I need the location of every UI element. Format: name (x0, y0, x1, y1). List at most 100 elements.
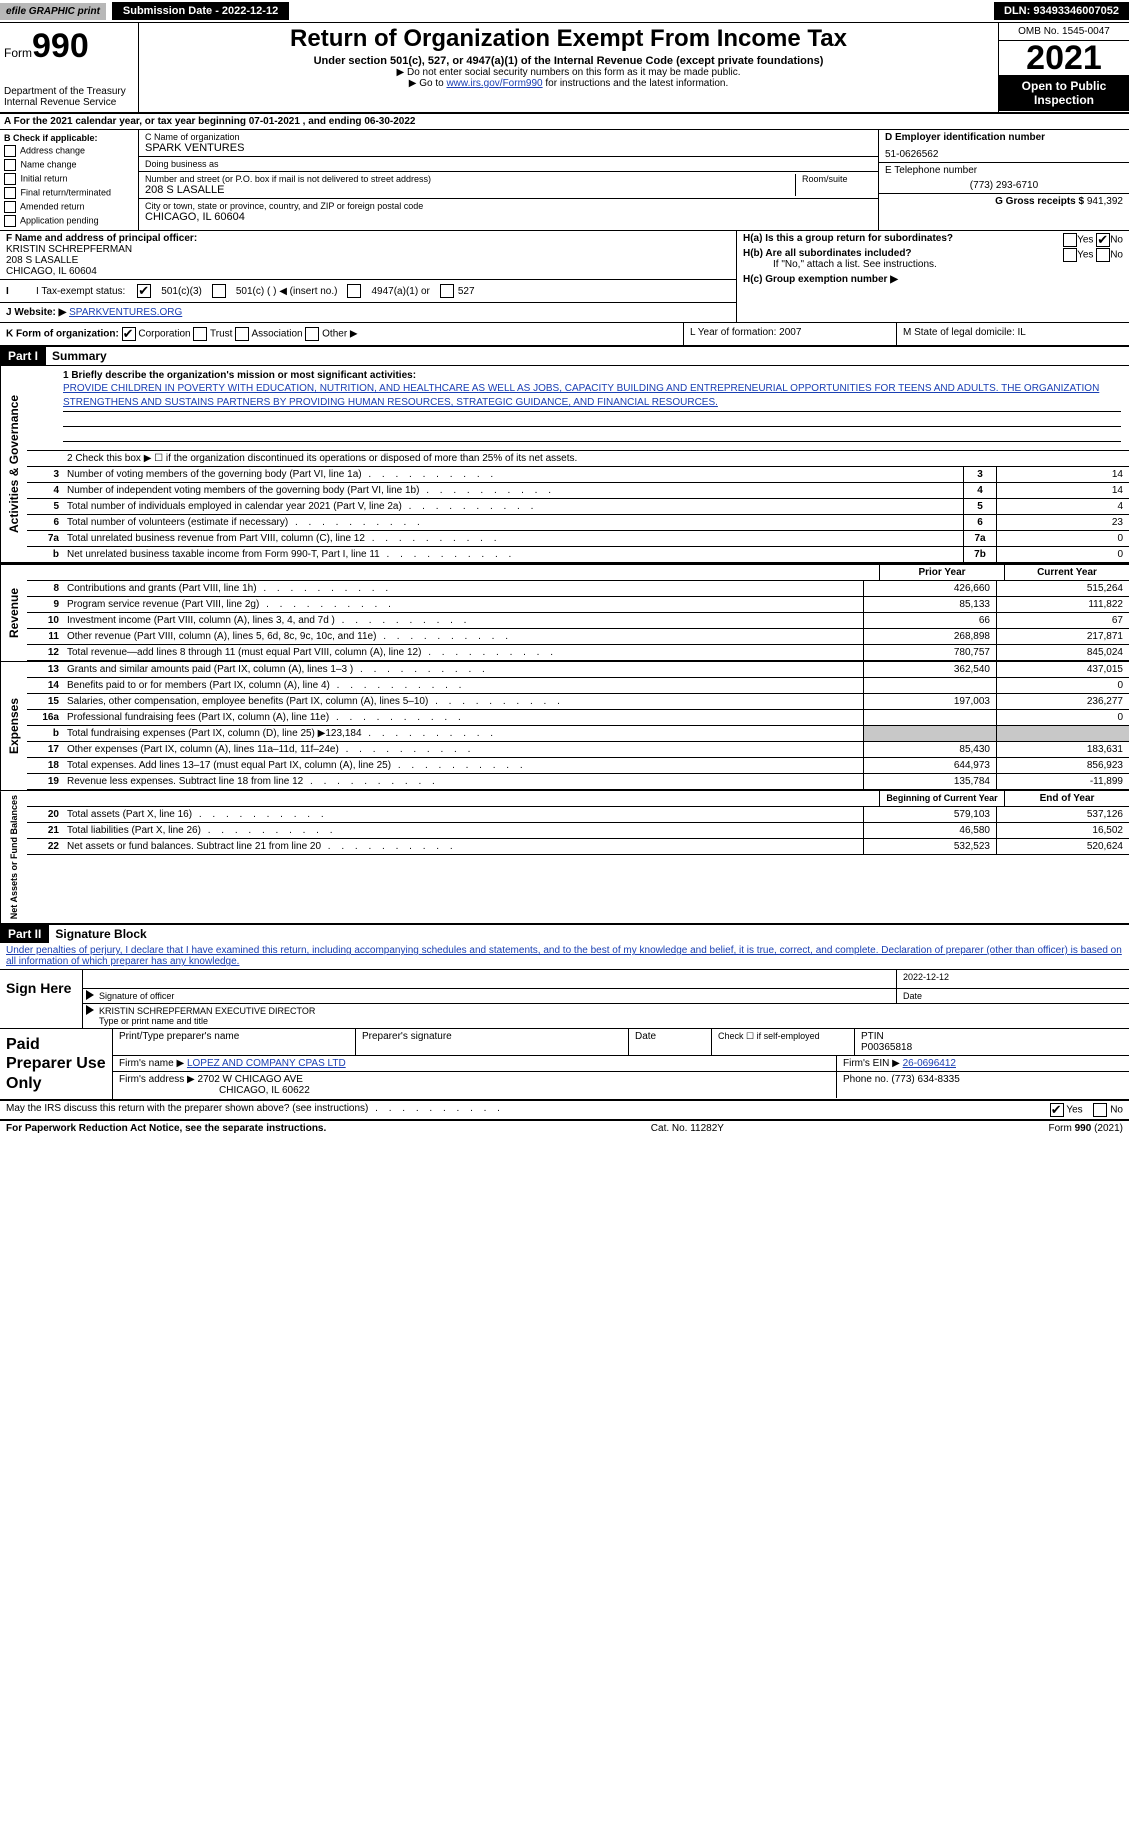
form-label: Form (4, 46, 32, 60)
hb-yes[interactable] (1063, 248, 1077, 262)
chk-corp[interactable] (122, 327, 136, 341)
vtab-revenue: Revenue (0, 565, 27, 661)
subtitle-2: ▶ Do not enter social security numbers o… (147, 67, 990, 78)
ein-label: D Employer identification number (885, 132, 1123, 143)
chk-app-pending[interactable]: Application pending (4, 214, 134, 228)
street-address: 208 S LASALLE (145, 184, 789, 196)
firm-name-label: Firm's name ▶ (119, 1058, 184, 1069)
tax-year: 2021 (999, 41, 1129, 75)
table-row: 4Number of independent voting members of… (27, 483, 1129, 499)
firm-addr2: CHICAGO, IL 60622 (119, 1085, 310, 1096)
chk-527[interactable] (440, 284, 454, 298)
preparer-name-label: Print/Type preparer's name (113, 1029, 356, 1055)
revenue-section: Prior Year Current Year 8Contributions a… (27, 565, 1129, 661)
rev-header: Prior Year Current Year (27, 565, 1129, 581)
chk-501c3[interactable] (137, 284, 151, 298)
submission-date-button[interactable]: Submission Date - 2022-12-12 (112, 2, 289, 20)
row-a: A For the 2021 calendar year, or tax yea… (0, 114, 1129, 130)
declaration-text[interactable]: Under penalties of perjury, I declare th… (6, 945, 1122, 967)
chk-amended[interactable]: Amended return (4, 200, 134, 214)
city-label: City or town, state or province, country… (145, 201, 872, 211)
ptin-label: PTIN (861, 1031, 884, 1042)
table-row: 7aTotal unrelated business revenue from … (27, 531, 1129, 547)
subtitle-3: ▶ Go to www.irs.gov/Form990 for instruct… (147, 78, 990, 89)
may-irs-no[interactable] (1093, 1103, 1107, 1117)
ha-no[interactable] (1096, 233, 1110, 247)
net-header: Beginning of Current Year End of Year (27, 791, 1129, 807)
form-header: Form990 Department of the Treasury Inter… (0, 23, 1129, 114)
firm-addr-label: Firm's address ▶ (119, 1074, 195, 1085)
firm-ein[interactable]: 26-0696412 (903, 1058, 956, 1069)
tax-exempt-label: I Tax-exempt status: (36, 286, 125, 297)
table-row: 13Grants and similar amounts paid (Part … (27, 662, 1129, 678)
chk-address-change[interactable]: Address change (4, 144, 134, 158)
footer: For Paperwork Reduction Act Notice, see … (0, 1121, 1129, 1136)
pra-notice: For Paperwork Reduction Act Notice, see … (6, 1123, 326, 1134)
preparer-sig-label: Preparer's signature (356, 1029, 629, 1055)
sig-date-label: Date (896, 989, 1129, 1003)
block-bcd: B Check if applicable: Address change Na… (0, 130, 1129, 231)
sig-date-value: 2022-12-12 (896, 970, 1129, 988)
room-label: Room/suite (802, 174, 872, 184)
expenses-section: 13Grants and similar amounts paid (Part … (27, 662, 1129, 790)
self-employed-check[interactable]: Check ☐ if self-employed (712, 1029, 855, 1055)
firm-name[interactable]: LOPEZ AND COMPANY CPAS LTD (187, 1058, 346, 1069)
mission-block: 1 Briefly describe the organization's mi… (27, 366, 1129, 451)
k-form-org: K Form of organization: Corporation Trus… (0, 323, 684, 345)
officer-addr2: CHICAGO, IL 60604 (6, 266, 97, 277)
phone-value: (773) 293-6710 (885, 176, 1123, 191)
form-footer-label: Form 990 (2021) (1049, 1123, 1123, 1134)
tax-exempt-row: I I Tax-exempt status: 501(c)(3) 501(c) … (0, 280, 736, 303)
chk-assoc[interactable] (235, 327, 249, 341)
dept-label: Department of the Treasury Internal Reve… (4, 86, 134, 108)
column-c: C Name of organizationSPARK VENTURES Doi… (139, 130, 878, 230)
part2-header: Part II Signature Block (0, 925, 1129, 943)
chk-4947[interactable] (347, 284, 361, 298)
hb-no[interactable] (1096, 248, 1110, 262)
may-irs-yes[interactable] (1050, 1103, 1064, 1117)
principal-officer: F Name and address of principal officer:… (0, 231, 736, 280)
governance-section: 1 Briefly describe the organization's mi… (27, 366, 1129, 563)
firm-addr1: 2702 W CHICAGO AVE (198, 1074, 303, 1085)
col-b-head: B Check if applicable: (4, 132, 134, 144)
irs-link[interactable]: www.irs.gov/Form990 (446, 78, 542, 89)
gross-value: 941,392 (1087, 196, 1123, 207)
table-row: 6Total number of volunteers (estimate if… (27, 515, 1129, 531)
perjury-declaration: Under penalties of perjury, I declare th… (0, 943, 1129, 970)
chk-trust[interactable] (193, 327, 207, 341)
table-row: 14Benefits paid to or for members (Part … (27, 678, 1129, 694)
part2-title: Signature Block (49, 925, 152, 943)
chk-final-return[interactable]: Final return/terminated (4, 186, 134, 200)
ha-yes[interactable] (1063, 233, 1077, 247)
website-link[interactable]: SPARKVENTURES.ORG (69, 307, 182, 318)
firm-phone-label: Phone no. (843, 1074, 889, 1085)
part1-title: Summary (46, 347, 113, 365)
chk-initial-return[interactable]: Initial return (4, 172, 134, 186)
chk-501c[interactable] (212, 284, 226, 298)
block-fhij: F Name and address of principal officer:… (0, 231, 1129, 323)
ein-value: 51-0626562 (885, 143, 1123, 160)
table-row: bNet unrelated business taxable income f… (27, 547, 1129, 563)
table-row: 8Contributions and grants (Part VIII, li… (27, 581, 1129, 597)
arrow-icon (86, 990, 94, 1000)
table-row: 9Program service revenue (Part VIII, lin… (27, 597, 1129, 613)
form-number: 990 (32, 27, 89, 65)
paid-preparer-label: Paid Preparer Use Only (0, 1029, 113, 1099)
h-b-label: H(b) Are all subordinates included? (743, 248, 912, 259)
header-left: Form990 Department of the Treasury Inter… (0, 23, 139, 112)
part1-header: Part I Summary (0, 347, 1129, 366)
table-row: 5Total number of individuals employed in… (27, 499, 1129, 515)
chk-other[interactable] (305, 327, 319, 341)
row-klm: K Form of organization: Corporation Trus… (0, 323, 1129, 347)
mission-text[interactable]: PROVIDE CHILDREN IN POVERTY WITH EDUCATI… (63, 383, 1099, 408)
chk-name-change[interactable]: Name change (4, 158, 134, 172)
m-state-domicile: M State of legal domicile: IL (897, 323, 1129, 345)
table-row: 15Salaries, other compensation, employee… (27, 694, 1129, 710)
part2-bar: Part II (0, 925, 49, 943)
table-row: 3Number of voting members of the governi… (27, 467, 1129, 483)
net-assets-section: Beginning of Current Year End of Year 20… (27, 791, 1129, 923)
h-a-label: H(a) Is this a group return for subordin… (743, 233, 953, 244)
gross-label: G Gross receipts $ (995, 196, 1084, 207)
phone-label: E Telephone number (885, 165, 1123, 176)
vtab-net-assets: Net Assets or Fund Balances (0, 791, 27, 923)
